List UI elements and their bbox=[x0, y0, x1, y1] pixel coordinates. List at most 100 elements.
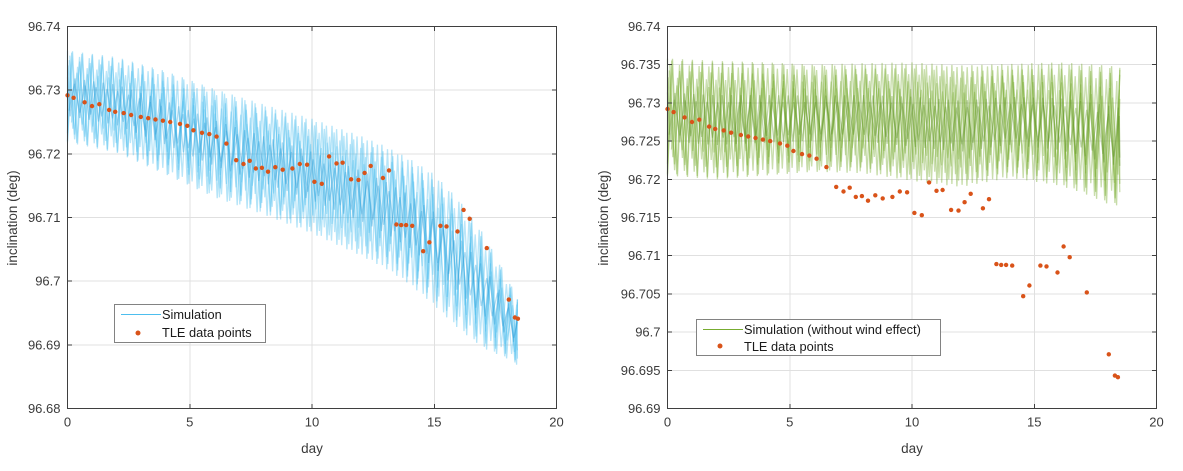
right-x-tick-label: 15 bbox=[1027, 415, 1041, 430]
right-tle-point bbox=[785, 143, 790, 148]
right-tle-point bbox=[847, 185, 852, 190]
right-y-axis-label: inclination (deg) bbox=[596, 170, 611, 266]
right-tle-point bbox=[721, 128, 726, 133]
left-tle-point bbox=[362, 170, 367, 176]
legend-line-sample bbox=[115, 305, 162, 324]
left-tle-point bbox=[265, 169, 271, 174]
right-y-tick-label: 96.695 bbox=[621, 363, 661, 378]
left-x-tick-label: 5 bbox=[186, 415, 193, 430]
legend-row-tle: TLE data points bbox=[115, 324, 265, 343]
right-tle-point bbox=[682, 115, 687, 120]
right-tle-point bbox=[807, 153, 812, 158]
left-tle-point bbox=[348, 177, 354, 182]
left-tle-point bbox=[191, 128, 196, 133]
right-simulation-band-line bbox=[670, 85, 1121, 175]
left-tle-point bbox=[280, 167, 285, 172]
left-tle-point bbox=[312, 179, 317, 184]
left-tle-point bbox=[121, 110, 126, 116]
right-simulation-band-line bbox=[669, 64, 1121, 199]
legend-row-tle: TLE data points bbox=[697, 338, 940, 355]
legend-label-simulation: Simulation bbox=[162, 306, 222, 322]
left-x-tick-label: 10 bbox=[305, 415, 319, 430]
right-tle-point bbox=[994, 261, 999, 267]
right-tle-point bbox=[713, 126, 718, 132]
left-tle-point bbox=[177, 121, 183, 127]
left-tle-point bbox=[82, 100, 87, 105]
right-tle-point bbox=[934, 188, 939, 193]
right-simulation-band-line bbox=[668, 99, 1121, 158]
right-tle-point bbox=[980, 206, 986, 211]
left-tle-point bbox=[253, 166, 258, 171]
left-tle-point bbox=[113, 109, 118, 115]
left-tle-point bbox=[153, 117, 158, 122]
right-x-axis-label: day bbox=[901, 441, 923, 456]
left-x-tick-label: 15 bbox=[427, 415, 441, 430]
right-tle-point bbox=[919, 213, 924, 218]
left-y-tick-label: 96.74 bbox=[28, 19, 61, 34]
right-y-tick-label: 96.735 bbox=[621, 57, 661, 72]
left-tle-point bbox=[334, 161, 339, 166]
left-tle-point bbox=[461, 207, 466, 213]
left-tle-point bbox=[138, 114, 143, 120]
right-tle-point bbox=[697, 117, 702, 122]
left-x-tick-label: 20 bbox=[549, 415, 563, 430]
legend-line-sample bbox=[697, 321, 744, 338]
left-tle-point bbox=[185, 123, 190, 128]
right-y-tick-label: 96.705 bbox=[621, 286, 661, 301]
right-tle-point bbox=[890, 194, 895, 200]
right-x-tick-label: 20 bbox=[1149, 415, 1163, 430]
right-tle-point bbox=[904, 190, 910, 195]
right-tle-point bbox=[880, 196, 885, 201]
right-tle-point bbox=[897, 189, 902, 194]
left-simulation-band-line bbox=[69, 55, 519, 361]
left-tle-point bbox=[97, 102, 102, 107]
left-tle-point bbox=[340, 160, 345, 165]
left-tle-point bbox=[467, 216, 472, 221]
right-y-tick-label: 96.73 bbox=[628, 95, 661, 110]
left-simulation-band-line bbox=[68, 83, 519, 338]
right-tle-point bbox=[1044, 264, 1049, 269]
right-tle-point bbox=[834, 184, 839, 190]
left-tle-point bbox=[410, 223, 415, 228]
right-x-tick-label: 0 bbox=[664, 415, 671, 430]
left-simulation-band-line bbox=[70, 72, 519, 351]
left-tle-point bbox=[290, 166, 295, 171]
right-tle-point bbox=[777, 141, 783, 146]
left-tle-point bbox=[356, 177, 361, 183]
simulation-line-icon bbox=[121, 314, 161, 316]
left-y-tick-label: 96.72 bbox=[28, 146, 61, 161]
right-tle-point bbox=[746, 134, 751, 139]
right-simulation-band-line bbox=[666, 60, 1121, 204]
left-legend: Simulation TLE data points bbox=[114, 304, 266, 343]
right-y-tick-label: 96.715 bbox=[621, 210, 661, 225]
right-tle-point bbox=[962, 200, 967, 205]
left-tle-point bbox=[326, 154, 332, 159]
right-y-tick-label: 96.69 bbox=[628, 401, 661, 416]
right-tle-point bbox=[1027, 283, 1032, 288]
right-y-tick-label: 96.74 bbox=[628, 19, 661, 34]
left-tle-point bbox=[421, 249, 426, 254]
right-tle-point bbox=[926, 180, 932, 185]
left-tle-point bbox=[506, 297, 511, 302]
left-tle-point bbox=[403, 222, 409, 228]
left-tle-point bbox=[319, 181, 324, 186]
right-simulation-band-line bbox=[666, 92, 1121, 166]
right-tle-point bbox=[999, 262, 1004, 268]
left-simulation-band-line bbox=[66, 60, 519, 359]
left-simulation-band-line bbox=[66, 50, 519, 365]
legend-row-simulation: Simulation (without wind effect) bbox=[697, 321, 940, 338]
right-tle-point bbox=[760, 137, 766, 142]
right-tle-point bbox=[728, 130, 734, 135]
left-y-axis-label: inclination (deg) bbox=[5, 170, 20, 266]
right-tle-point bbox=[738, 132, 744, 138]
left-y-tick-label: 96.69 bbox=[28, 337, 61, 352]
right-x-tick-label: 10 bbox=[905, 415, 919, 430]
left-y-tick-label: 96.7 bbox=[35, 274, 60, 289]
left-x-tick-label: 0 bbox=[64, 415, 71, 430]
right-tle-point bbox=[1106, 352, 1112, 357]
left-tle-point bbox=[224, 141, 229, 146]
left-tle-point bbox=[273, 165, 278, 170]
left-tle-point bbox=[455, 229, 460, 234]
